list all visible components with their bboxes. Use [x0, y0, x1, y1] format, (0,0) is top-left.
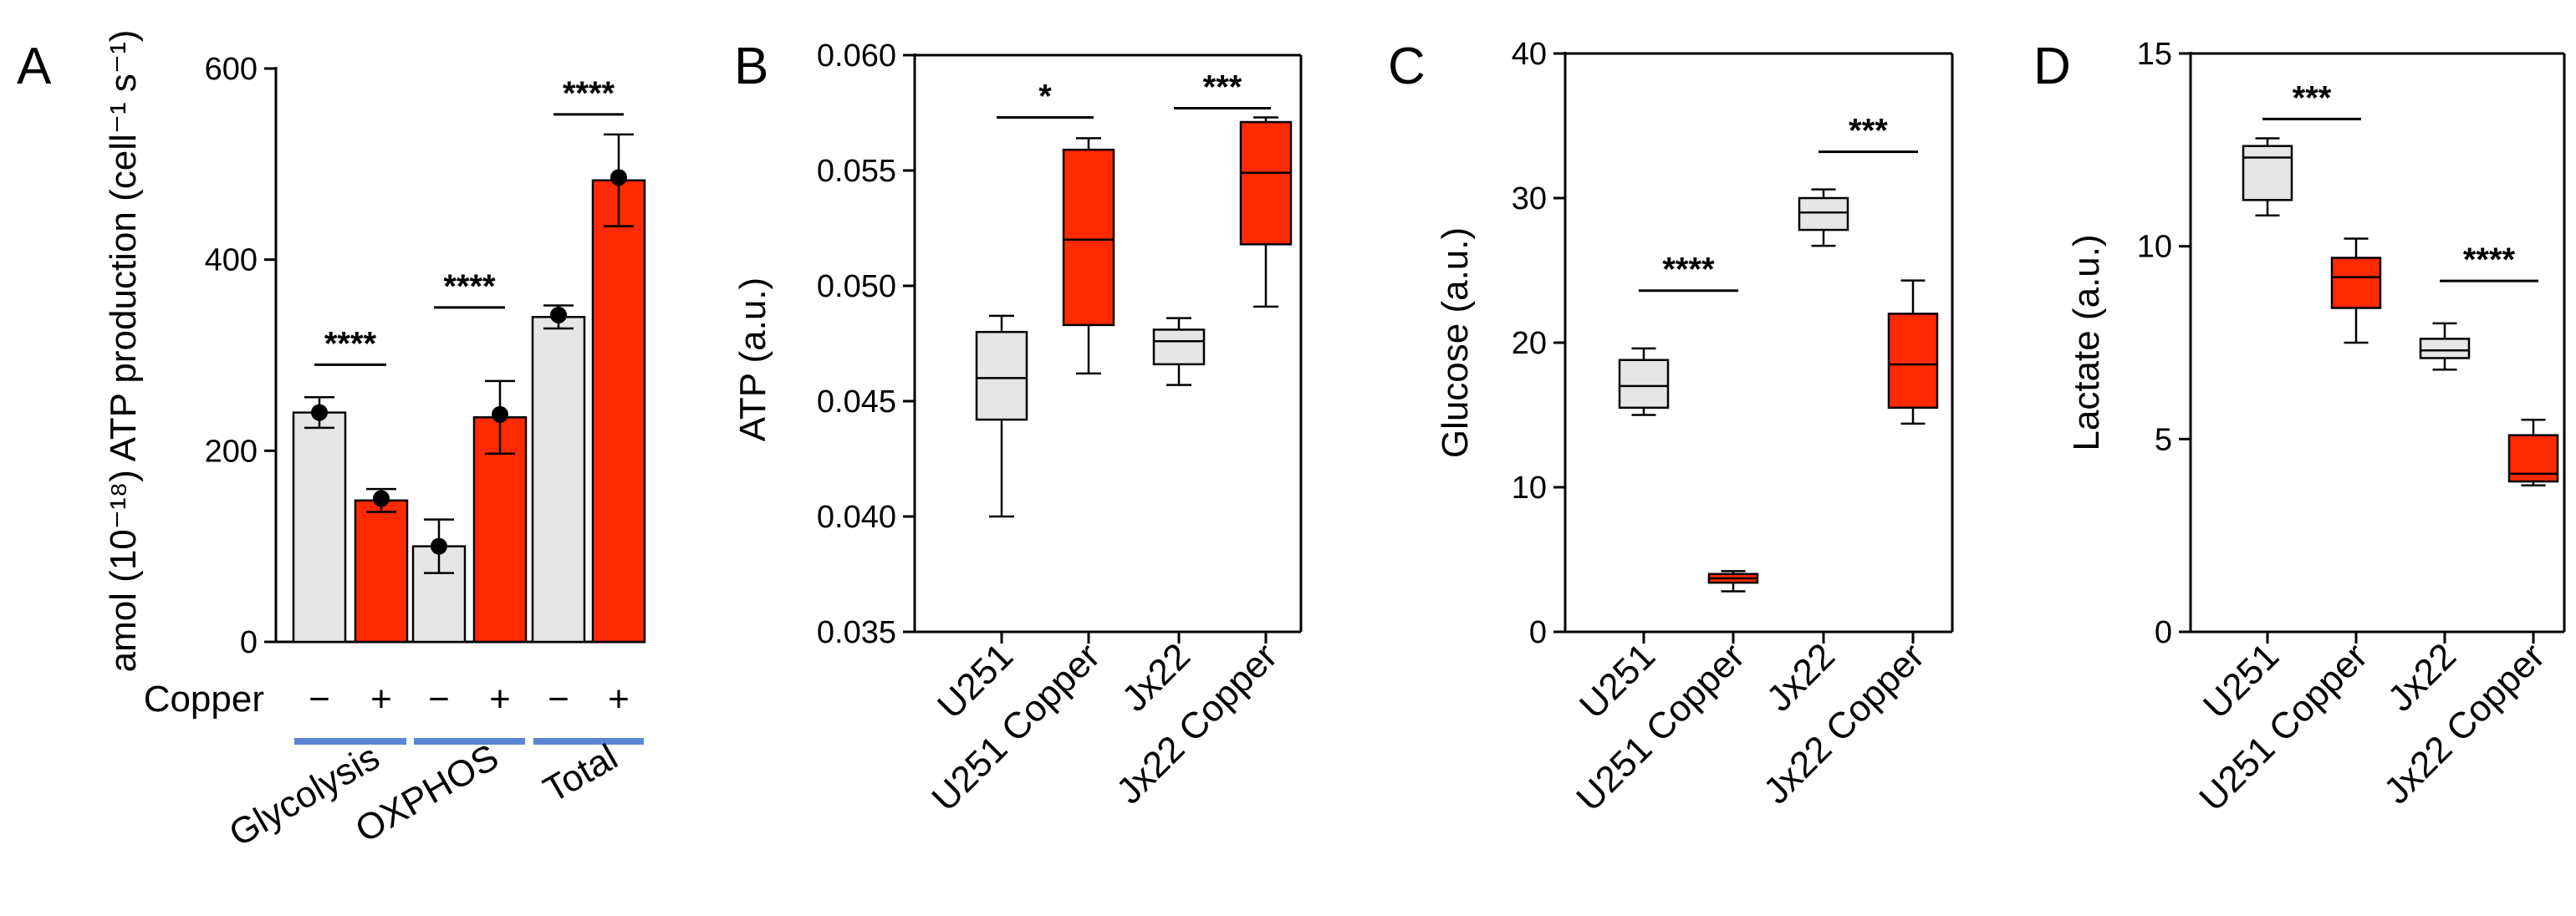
- copper-sign: +: [370, 679, 392, 720]
- y-tick-label: 10: [2137, 230, 2172, 265]
- significance-label: ****: [1662, 252, 1715, 288]
- y-tick-label: 400: [205, 243, 258, 278]
- significance-label: ***: [1849, 113, 1888, 150]
- copper-label: Copper: [144, 679, 264, 720]
- y-tick-label: 20: [1512, 326, 1547, 361]
- box: [1062, 148, 1115, 327]
- mean-point: [550, 306, 567, 323]
- significance-label: ****: [443, 268, 496, 305]
- box: [2419, 338, 2471, 359]
- significance-label: ****: [2463, 242, 2516, 278]
- y-tick-label: 0: [240, 625, 258, 660]
- mean-point: [610, 169, 627, 186]
- copper-sign: +: [489, 679, 511, 720]
- y-tick-label: 0.035: [817, 615, 896, 650]
- x-category-label: Jx22 Copper: [1109, 635, 1285, 812]
- box: [1239, 120, 1293, 246]
- group-label: Total: [537, 736, 625, 811]
- panel-letter-d: D: [2033, 38, 2071, 95]
- y-tick-label: 0: [2155, 615, 2172, 650]
- mean-point: [373, 490, 390, 507]
- copper-sign: −: [309, 679, 330, 720]
- significance-label: ***: [1203, 69, 1242, 105]
- x-category-label: Jx22: [1759, 635, 1843, 719]
- box: [2242, 145, 2293, 201]
- y-tick-label: 0.060: [817, 38, 896, 74]
- bar: [531, 316, 586, 644]
- panel-c-ylabel: Glucose (a.u.): [1435, 227, 1476, 458]
- box: [2330, 257, 2382, 309]
- mean-point: [431, 537, 447, 555]
- y-tick-label: 600: [205, 52, 258, 87]
- bar: [292, 411, 347, 644]
- copper-sign: −: [428, 679, 450, 720]
- significance-label: *: [1038, 79, 1052, 115]
- y-tick-label: 0.055: [817, 154, 896, 189]
- panel-letter-c: C: [1388, 38, 1426, 95]
- box: [1152, 328, 1206, 366]
- panel-letter-a: A: [17, 38, 52, 95]
- y-tick-label: 0: [1529, 615, 1547, 650]
- y-tick-label: 200: [205, 434, 258, 469]
- y-tick-label: 5: [2155, 422, 2172, 457]
- copper-sign: +: [608, 679, 630, 720]
- significance-label: ****: [324, 325, 377, 362]
- panel-letter-b: B: [734, 38, 768, 95]
- mean-point: [492, 405, 508, 423]
- y-tick-label: 10: [1512, 471, 1547, 506]
- significance-label: ****: [563, 75, 615, 112]
- x-category-label: Jx22 Copper: [1756, 635, 1932, 812]
- y-tick-label: 0.050: [817, 269, 896, 304]
- bar: [591, 179, 646, 644]
- y-tick-label: 0.045: [817, 384, 896, 420]
- box: [1618, 359, 1670, 410]
- panel-a-ylabel: amol (10⁻¹⁸) ATP production (cell⁻¹ s⁻¹): [103, 30, 144, 673]
- panel-b-ylabel: ATP (a.u.): [732, 277, 773, 441]
- box: [1798, 196, 1849, 232]
- y-tick-label: 0.040: [817, 500, 896, 535]
- y-tick-label: 40: [1512, 37, 1547, 72]
- copper-sign: −: [548, 679, 569, 720]
- panel-d-ylabel: Lactate (a.u.): [2066, 234, 2107, 450]
- box: [975, 330, 1028, 421]
- box: [1887, 313, 1939, 410]
- y-tick-label: 30: [1512, 181, 1547, 216]
- y-tick-label: 15: [2137, 37, 2172, 72]
- x-category-label: Jx22 Copper: [2376, 635, 2553, 812]
- panel-a: A 0 200 400 600 **** **** **** amol (10⁻¹⁸) A…: [17, 30, 646, 855]
- mean-point: [311, 404, 328, 421]
- bar: [354, 499, 409, 644]
- significance-label: ***: [2293, 79, 2332, 116]
